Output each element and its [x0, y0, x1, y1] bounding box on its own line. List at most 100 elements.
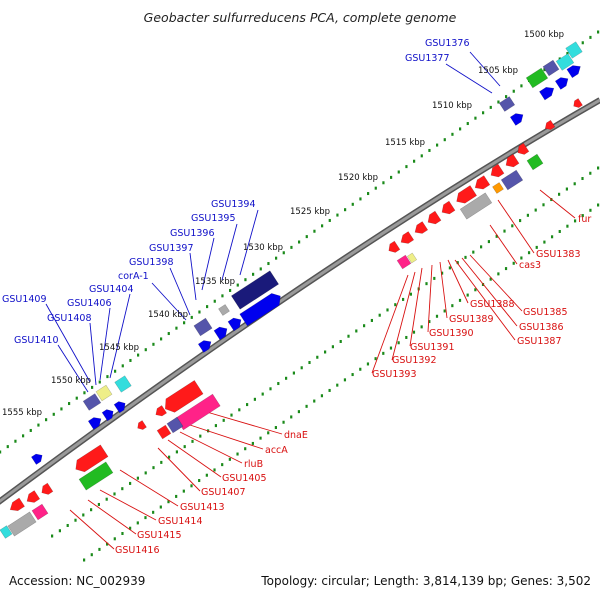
gene-arrow-shape	[87, 417, 102, 430]
leader-line-blue	[469, 51, 501, 87]
leader-line-blue	[151, 282, 187, 321]
gene-label[interactable]: dnaE	[284, 430, 308, 441]
gene-label[interactable]: GSU1392	[392, 355, 437, 366]
gene-label[interactable]: GSU1413	[180, 502, 225, 513]
upper-scale-tick	[252, 272, 255, 276]
gene-label[interactable]: fur	[578, 214, 591, 225]
gene-arrow-shape	[26, 490, 41, 503]
gene-block-shape	[114, 375, 132, 393]
lower-scale-tick	[519, 219, 522, 223]
gene-label[interactable]: GSU1407	[201, 487, 246, 498]
lower-scale-tick	[402, 297, 405, 301]
gene-arrow	[239, 293, 281, 327]
gene-block	[231, 270, 279, 310]
gene-label[interactable]: GSU1385	[523, 307, 568, 318]
lower-scale-tick	[573, 182, 576, 186]
gene-label[interactable]: GSU1398	[129, 257, 174, 268]
gene-label[interactable]: GSU1409	[2, 294, 47, 305]
lower-scale-tick	[550, 235, 554, 239]
gene-label[interactable]: GSU1389	[449, 314, 494, 325]
upper-scale-tick	[91, 385, 94, 389]
upper-gene-labels: GSU1376 GSU1377 GSU1394 GSU1395 GSU1396 …	[2, 38, 470, 346]
gene-arrow	[517, 142, 530, 155]
gene-label[interactable]: rluB	[244, 459, 263, 470]
leader-line-red	[469, 254, 523, 312]
gene-label[interactable]: GSU1386	[519, 322, 564, 333]
lower-scale-tick	[222, 418, 225, 422]
gene-block	[218, 304, 230, 316]
leader-line-blue	[189, 252, 197, 301]
gene-block-shape	[498, 96, 516, 112]
gene-label[interactable]: GSU1391	[410, 342, 455, 353]
map-title: Geobacter sulfurreducens PCA, complete g…	[144, 10, 457, 25]
gene-label[interactable]: GSU1376	[425, 38, 470, 49]
gene-label[interactable]: GSU1394	[211, 199, 256, 210]
kbp-label: 1520 kbp	[338, 173, 378, 183]
lower-scale-tick	[214, 424, 217, 428]
gene-arrow-shape	[155, 405, 167, 417]
gene-label[interactable]: GSU1377	[405, 53, 450, 64]
lower-scale-tick	[397, 341, 400, 345]
gene-label[interactable]: GSU1397	[149, 243, 194, 254]
gene-label[interactable]: GSU1406	[67, 298, 112, 309]
gene-label[interactable]: GSU1405	[222, 473, 267, 484]
lower-scale-tick	[487, 240, 490, 244]
gene-label[interactable]: corA-1	[118, 271, 149, 282]
lower-scale-tick	[451, 304, 454, 308]
upper-scale-tick	[428, 148, 431, 152]
gene-label[interactable]: GSU1410	[14, 335, 59, 346]
gene-label[interactable]: GSU1393	[372, 369, 417, 380]
upper-scale-tick	[443, 138, 446, 142]
gene-label[interactable]: GSU1415	[137, 530, 182, 541]
upper-scale-tick	[275, 256, 278, 260]
leader-line-blue	[221, 223, 238, 281]
gene-arrow	[113, 401, 126, 414]
gene-label[interactable]: accA	[265, 445, 288, 456]
upper-scale-tick	[451, 132, 454, 136]
gene-arrow-shape	[239, 293, 281, 327]
gene-label[interactable]: GSU1404	[89, 284, 134, 295]
gene-block-shape	[82, 393, 102, 411]
leader-line-red	[69, 509, 115, 550]
gene-label[interactable]: GSU1395	[191, 213, 236, 224]
gene-arrow	[137, 420, 147, 430]
upper-scale-tick	[597, 30, 600, 34]
leader-line-red	[189, 424, 264, 450]
gene-arrow	[566, 65, 581, 79]
gene-arrow-shape	[388, 240, 401, 253]
gene-label[interactable]: cas3	[519, 260, 541, 271]
lower-scale-tick	[228, 457, 231, 461]
upper-scale-tick	[0, 450, 2, 454]
upper-scale-tick	[121, 364, 124, 368]
lower-scale-tick	[472, 250, 475, 254]
gene-label[interactable]: GSU1414	[158, 516, 203, 527]
gene-label[interactable]: GSU1390	[429, 328, 474, 339]
gene-arrow	[544, 119, 556, 130]
leader-line-red	[427, 264, 433, 333]
gene-label[interactable]: GSU1387	[517, 336, 562, 347]
gene-label[interactable]: GSU1383	[536, 249, 581, 260]
gene-block	[82, 393, 102, 411]
lower-scale-tick	[175, 450, 178, 454]
gene-arrow-shape	[75, 444, 109, 473]
lower-scale-tick	[83, 558, 86, 562]
gene-arrow-shape	[137, 420, 147, 430]
gene-arrow	[75, 444, 109, 473]
gene-label[interactable]: GSU1388	[470, 299, 515, 310]
upper-scale-tick	[75, 396, 78, 400]
gene-arrow-shape	[554, 77, 569, 90]
leader-line-blue	[45, 303, 91, 383]
gene-label[interactable]: GSU1396	[170, 228, 215, 239]
lower-scale-tick	[382, 351, 385, 355]
gene-label[interactable]: GSU1416	[115, 545, 160, 556]
gene-block	[166, 416, 184, 434]
gene-block	[396, 254, 412, 270]
upper-scale-tick	[213, 299, 216, 303]
gene-arrow-shape	[505, 153, 520, 168]
upper-scale-tick	[336, 213, 339, 217]
lower-scale-tick	[152, 466, 155, 470]
gene-block-shape	[95, 384, 113, 402]
leader-line-red	[447, 259, 469, 304]
gene-label[interactable]: GSU1408	[47, 313, 92, 324]
